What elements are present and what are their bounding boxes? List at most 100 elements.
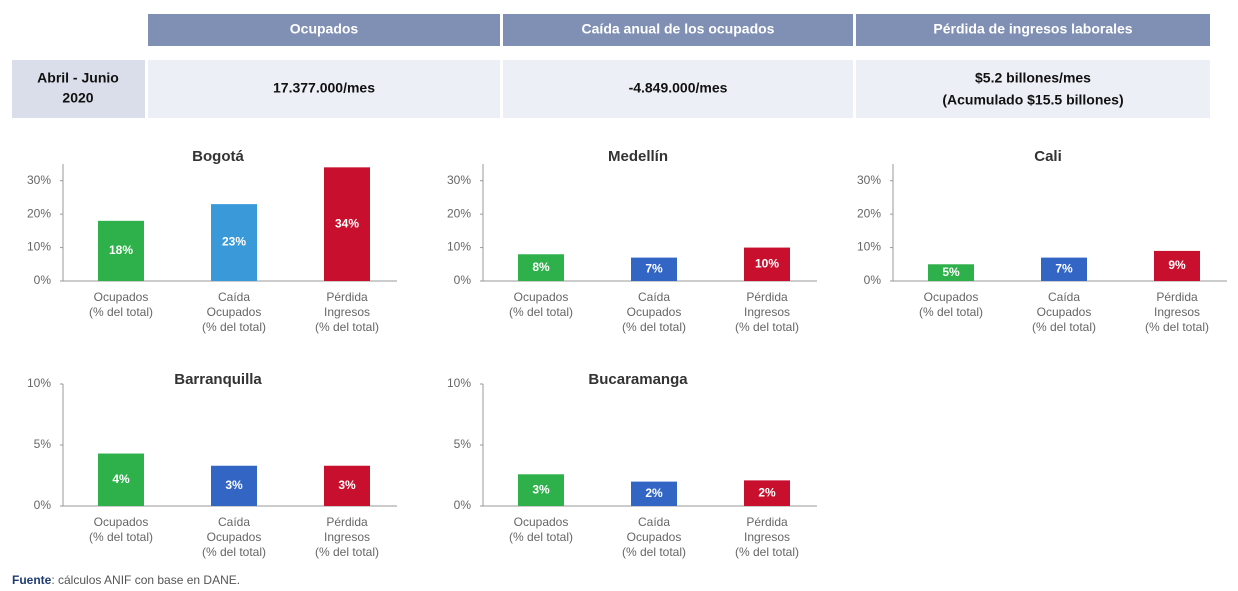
x-tick-label: Caída	[638, 515, 670, 529]
x-tick-label: Ocupados	[924, 290, 979, 304]
value-label: 3%	[338, 478, 356, 492]
row-label: 2020	[62, 90, 93, 106]
value-label: 23%	[222, 235, 246, 249]
row-label: Abril - Junio	[37, 70, 119, 86]
value-label: 2%	[645, 486, 663, 500]
x-tick-label: Caída	[1048, 290, 1080, 304]
x-tick-label: Pérdida	[326, 290, 368, 304]
x-tick-label: (% del total)	[735, 545, 799, 559]
bar	[631, 481, 677, 506]
header-text: Ocupados	[290, 21, 359, 37]
x-tick-label: Ingresos	[1154, 305, 1200, 319]
header-text: Pérdida de ingresos laborales	[933, 21, 1132, 37]
value-label: 3%	[532, 482, 550, 496]
bar	[744, 247, 790, 281]
bar	[1041, 257, 1087, 281]
y-tick-label: 20%	[447, 206, 471, 220]
x-tick-label: (% del total)	[89, 305, 153, 319]
y-tick-label: 20%	[27, 206, 51, 220]
bar	[324, 465, 370, 506]
cell	[503, 60, 853, 118]
cell	[148, 60, 500, 118]
y-tick-label: 10%	[27, 240, 51, 254]
x-tick-label: Caída	[218, 290, 250, 304]
header-text: Caída anual de los ocupados	[582, 21, 775, 37]
cell-text: -4.849.000/mes	[629, 80, 728, 96]
x-tick-label: Caída	[638, 290, 670, 304]
row-label-cell	[12, 60, 145, 118]
x-tick-label: Ingresos	[324, 530, 370, 544]
bar	[1154, 250, 1200, 281]
cell-text: 17.377.000/mes	[273, 80, 375, 96]
x-tick-label: Ingresos	[744, 530, 790, 544]
x-tick-label: Ocupados	[1037, 305, 1092, 319]
y-tick-label: 10%	[447, 376, 471, 390]
footnote-text: : cálculos ANIF con base en DANE.	[51, 573, 240, 587]
x-tick-label: Caída	[218, 515, 250, 529]
x-tick-label: Pérdida	[1156, 290, 1198, 304]
value-label: 4%	[112, 472, 130, 486]
y-tick-label: 5%	[454, 437, 472, 451]
header-cell	[856, 14, 1210, 46]
bar	[518, 254, 564, 281]
footnote-label: Fuente	[12, 573, 52, 587]
y-tick-label: 0%	[34, 498, 52, 512]
x-tick-label: (% del total)	[202, 545, 266, 559]
y-tick-label: 0%	[864, 273, 882, 287]
bar	[98, 220, 144, 281]
value-label: 2%	[758, 485, 776, 499]
x-tick-label: Ocupados	[627, 305, 682, 319]
x-tick-label: Ocupados	[94, 515, 149, 529]
x-tick-label: (% del total)	[1145, 320, 1209, 334]
y-tick-label: 0%	[454, 498, 472, 512]
x-tick-label: (% del total)	[315, 545, 379, 559]
x-tick-label: (% del total)	[315, 320, 379, 334]
value-label: 5%	[942, 265, 960, 279]
bar	[744, 480, 790, 506]
x-tick-label: (% del total)	[202, 320, 266, 334]
bar	[324, 167, 370, 281]
y-tick-label: 30%	[857, 173, 881, 187]
x-tick-label: (% del total)	[89, 530, 153, 544]
cell	[856, 60, 1210, 118]
footnote: Fuente: cálculos ANIF con base en DANE.	[12, 573, 240, 587]
y-tick-label: 10%	[857, 240, 881, 254]
chart-title: Medellín	[608, 148, 668, 165]
chart-title: Bogotá	[192, 148, 244, 165]
x-tick-label: Ocupados	[514, 515, 569, 529]
bar	[518, 474, 564, 506]
cell-text: $5.2 billones/mes	[975, 70, 1091, 86]
bar	[631, 257, 677, 281]
value-label: 10%	[755, 256, 779, 270]
x-tick-label: (% del total)	[622, 320, 686, 334]
y-tick-label: 0%	[34, 273, 52, 287]
x-tick-label: Ocupados	[627, 530, 682, 544]
x-tick-label: Ocupados	[514, 290, 569, 304]
value-label: 3%	[225, 478, 243, 492]
x-tick-label: (% del total)	[509, 305, 573, 319]
value-label: 7%	[645, 261, 663, 275]
x-tick-label: (% del total)	[735, 320, 799, 334]
x-tick-label: Ingresos	[744, 305, 790, 319]
value-label: 7%	[1055, 261, 1073, 275]
y-tick-label: 30%	[447, 173, 471, 187]
y-tick-label: 30%	[27, 173, 51, 187]
x-tick-label: Ingresos	[324, 305, 370, 319]
x-tick-label: (% del total)	[919, 305, 983, 319]
cell-text: (Acumulado $15.5 billones)	[942, 92, 1123, 108]
bar	[98, 453, 144, 506]
y-tick-label: 10%	[447, 240, 471, 254]
x-tick-label: Pérdida	[746, 290, 788, 304]
chart-title: Bucaramanga	[588, 371, 688, 388]
chart-title: Barranquilla	[174, 371, 262, 388]
x-tick-label: Ocupados	[94, 290, 149, 304]
chart-title: Cali	[1034, 148, 1062, 165]
header-cell	[503, 14, 853, 46]
bar	[211, 465, 257, 506]
header-cell	[148, 14, 500, 46]
y-tick-label: 5%	[34, 437, 52, 451]
x-tick-label: Ocupados	[207, 530, 262, 544]
x-tick-label: Pérdida	[326, 515, 368, 529]
bar	[211, 204, 257, 281]
